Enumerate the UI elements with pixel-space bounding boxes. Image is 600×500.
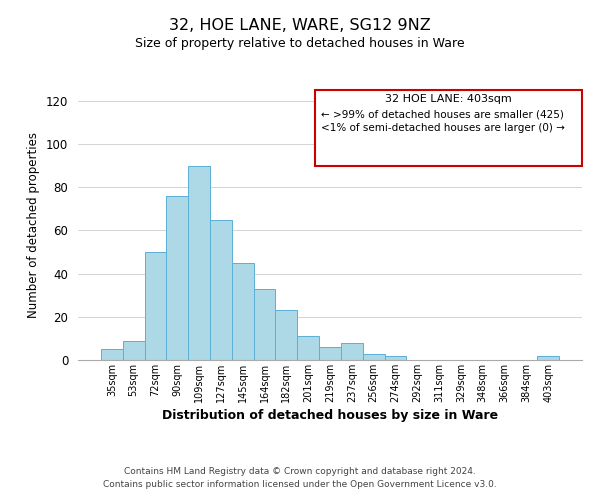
Bar: [166, 196, 188, 360]
Text: ← >99% of detached houses are smaller (425): ← >99% of detached houses are smaller (4…: [321, 109, 564, 119]
Bar: [101, 349, 123, 360]
Text: 32 HOE LANE: 403sqm: 32 HOE LANE: 403sqm: [385, 94, 512, 104]
Bar: [145, 252, 166, 360]
Bar: [123, 340, 145, 360]
Bar: [232, 263, 254, 360]
Bar: [275, 310, 297, 360]
Bar: [319, 347, 341, 360]
Bar: [363, 354, 385, 360]
Text: <1% of semi-detached houses are larger (0) →: <1% of semi-detached houses are larger (…: [321, 122, 565, 132]
Bar: [537, 356, 559, 360]
Text: Size of property relative to detached houses in Ware: Size of property relative to detached ho…: [135, 38, 465, 51]
Bar: [385, 356, 406, 360]
Text: Contains HM Land Registry data © Crown copyright and database right 2024.: Contains HM Land Registry data © Crown c…: [124, 467, 476, 476]
Bar: [210, 220, 232, 360]
Text: 32, HOE LANE, WARE, SG12 9NZ: 32, HOE LANE, WARE, SG12 9NZ: [169, 18, 431, 32]
Bar: [297, 336, 319, 360]
Text: Contains public sector information licensed under the Open Government Licence v3: Contains public sector information licen…: [103, 480, 497, 489]
Y-axis label: Number of detached properties: Number of detached properties: [28, 132, 40, 318]
Bar: [341, 342, 363, 360]
X-axis label: Distribution of detached houses by size in Ware: Distribution of detached houses by size …: [162, 409, 498, 422]
Bar: [188, 166, 210, 360]
Bar: [254, 288, 275, 360]
